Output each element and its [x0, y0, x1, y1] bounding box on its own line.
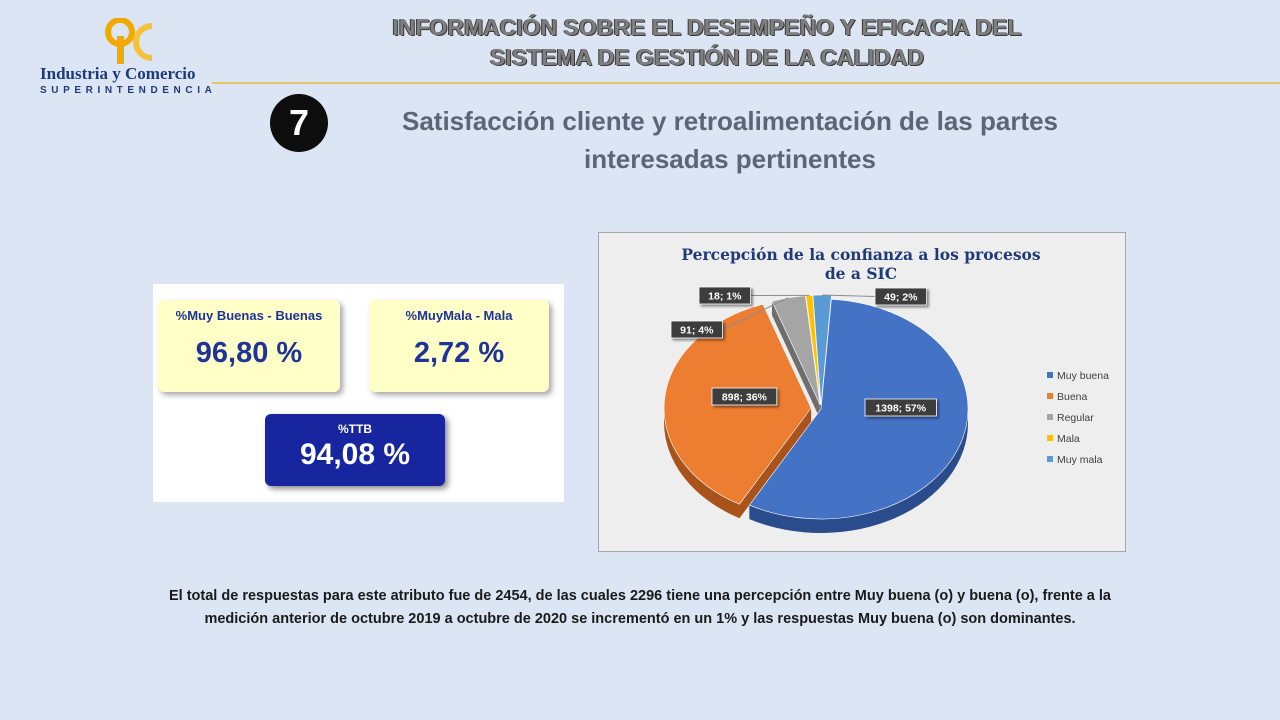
legend-entry: Muy mala: [1057, 454, 1103, 466]
legend-swatch: [1047, 414, 1053, 420]
sic-logo-mark-icon: [105, 18, 153, 64]
kpi-ttb-value: 94,08 %: [299, 438, 411, 471]
logo-name: Industria y Comercio: [40, 64, 196, 83]
pie-label-box: [874, 287, 927, 306]
pie-leader-line: [822, 294, 876, 297]
section-title-line1: Satisfacción cliente y retroalimentación…: [401, 106, 1059, 136]
pie-label-box: [864, 398, 937, 417]
pie-label-box: [711, 387, 778, 406]
pie-label-box: [698, 286, 751, 305]
footer-line2: medición anterior de octubre 2019 a octu…: [204, 611, 1076, 627]
footer-summary: El total de respuestas para este atribut…: [90, 585, 1190, 631]
pie-chart: Percepción de la confianza a los proceso…: [663, 245, 1109, 533]
pie-data-label: 18; 1%: [708, 291, 742, 303]
page-title: INFORMACIÓN SOBRE EL DESEMPEÑO Y EFICACI…: [300, 12, 1114, 72]
kpi-good-label: %Muy Buenas - Buenas: [175, 308, 323, 323]
pie-data-label: 49; 2%: [884, 292, 918, 304]
legend-swatch: [1047, 456, 1053, 462]
kpi-panel: %Muy Buenas - Buenas 96,80 % %MuyMala - …: [153, 284, 564, 502]
section-title: Satisfacción cliente y retroalimentación…: [330, 102, 1130, 178]
section-title-line2: interesadas pertinentes: [584, 144, 876, 174]
footer-line1: El total de respuestas para este atribut…: [169, 588, 1111, 604]
legend-entry: Buena: [1057, 391, 1088, 403]
pie-slice-muy-buena: [748, 298, 969, 520]
pie-edge-regular: [771, 301, 821, 420]
header-divider: [212, 82, 1280, 84]
kpi-good-value: 96,80 %: [195, 337, 303, 369]
kpi-bad-value: 2,72 %: [413, 337, 505, 369]
pie-edge-buena: [739, 408, 812, 519]
kpi-good-card: %Muy Buenas - Buenas 96,80 %: [158, 300, 340, 392]
logo-subtitle: SUPERINTENDENCIA: [40, 85, 217, 96]
pie-data-label: 1398; 57%: [875, 403, 926, 415]
pie-data-label: 91; 4%: [680, 325, 714, 337]
pie-side-buena: [664, 408, 740, 519]
pie-legend: Muy buena Buena Regular Mala Muy mala: [1047, 370, 1109, 466]
legend-entry: Regular: [1057, 412, 1094, 424]
kpi-ttb-label: %TTB: [338, 422, 372, 436]
pie-chart-panel: Percepción de la confianza a los proceso…: [598, 232, 1126, 552]
pie-data-labels: 1398; 57% 898; 36% 91; 4% 18; 1% 49; 2%: [670, 286, 937, 417]
page-title-line2: SISTEMA DE GESTIÓN DE LA CALIDAD: [489, 44, 925, 70]
legend-swatch: [1047, 435, 1053, 441]
legend-entry: Mala: [1057, 433, 1080, 445]
legend-entry: Muy buena: [1057, 370, 1109, 382]
section-number-badge: 7: [270, 94, 328, 152]
kpi-ttb-card: %TTB 94,08 %: [265, 414, 445, 486]
pie-leader-line: [722, 297, 789, 330]
chart-title-line1: Percepción de la confianza a los proceso…: [681, 245, 1041, 264]
legend-swatch: [1047, 372, 1053, 378]
kpi-bad-label: %MuyMala - Mala: [405, 308, 513, 323]
chart-title-line2: de a SIC: [825, 264, 897, 283]
sic-logo: Industria y Comercio SUPERINTENDENCIA: [36, 18, 226, 100]
legend-swatch: [1047, 393, 1053, 399]
pie-side-muy-buena: [749, 409, 968, 533]
pie-label-box: [670, 320, 723, 339]
page-title-line1: INFORMACIÓN SOBRE EL DESEMPEÑO Y EFICACI…: [392, 14, 1022, 40]
pie-data-label: 898; 36%: [722, 392, 768, 404]
kpi-bad-card: %MuyMala - Mala 2,72 %: [369, 300, 549, 392]
